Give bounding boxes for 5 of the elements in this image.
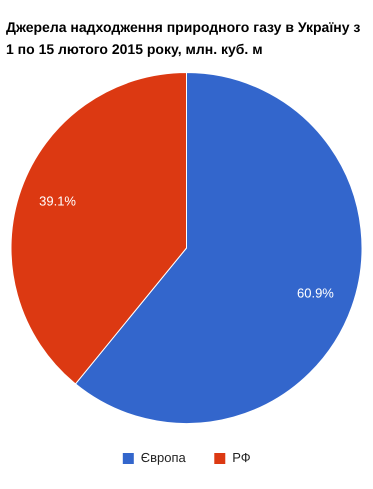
data-label: 39.1% [39,194,76,209]
legend-label: Європа [140,450,187,466]
data-label: 60.9% [297,286,334,301]
chart-title: Джерела надходження природного газу в Україну з 1 по 15 лютого 2015 року, млн. куб. м [6,18,362,59]
legend-label: РФ [232,450,251,466]
